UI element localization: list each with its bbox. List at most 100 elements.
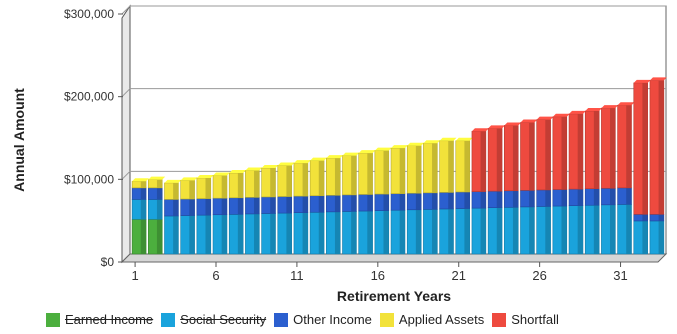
bar-cap-6 — [213, 172, 230, 176]
bar-cap-28 — [569, 110, 586, 114]
bar-shade-1-28 — [577, 205, 583, 254]
bar-shade-3-6 — [221, 175, 227, 199]
legend-item-applied-assets: Applied Assets — [379, 312, 484, 327]
bar-shade-2-25 — [529, 190, 535, 207]
bar-shade-1-17 — [399, 210, 405, 254]
bar-cap-9 — [261, 165, 279, 169]
bar-cap-14 — [342, 152, 360, 156]
x-tick-label-26: 26 — [532, 268, 546, 283]
bar-shade-1-2 — [156, 199, 163, 220]
bar-shade-4-29 — [593, 110, 600, 189]
bar-shade-2-24 — [512, 190, 519, 208]
bar-cap-19 — [423, 140, 441, 144]
bar-shade-1-1 — [140, 199, 147, 220]
bar-shade-3-4 — [189, 180, 195, 200]
bar-shade-1-30 — [610, 204, 616, 254]
bar-shade-1-20 — [448, 208, 454, 254]
bar-cap-27 — [552, 113, 570, 117]
bar-cap-22 — [471, 128, 489, 132]
bar-shade-4-31 — [626, 105, 632, 188]
bar-shade-2-10 — [286, 196, 292, 214]
bar-shade-1-23 — [496, 207, 503, 254]
bar-shade-2-5 — [205, 198, 211, 216]
bar-cap-4 — [180, 177, 198, 181]
bar-shade-2-2 — [156, 187, 163, 200]
bar-cap-25 — [520, 119, 538, 123]
bar-shade-2-19 — [432, 192, 438, 210]
bar-shade-1-25 — [529, 206, 535, 254]
bar-cap-26 — [536, 116, 554, 120]
bar-cap-17 — [391, 145, 408, 149]
bar-shade-3-2 — [156, 179, 163, 188]
bar-shade-1-11 — [302, 212, 308, 254]
x-axis-ticks: 1 6 11 16 21 26 31 — [131, 262, 628, 283]
bar-shade-4-33 — [658, 80, 664, 215]
gridline-side-3 — [121, 5, 131, 15]
bar-shade-2-9 — [270, 196, 276, 214]
bar-shade-1-3 — [173, 215, 179, 254]
bar-shade-0-1 — [140, 219, 147, 254]
bar-shade-2-15 — [367, 194, 373, 212]
bar-cap-7 — [229, 169, 247, 173]
bar-shade-1-22 — [480, 208, 486, 254]
legend-swatch — [161, 312, 176, 327]
x-tick-label-31: 31 — [613, 268, 627, 283]
bar-shade-3-9 — [270, 168, 276, 197]
bar-shade-4-24 — [512, 125, 519, 191]
bar-shade-1-7 — [237, 214, 244, 254]
bar-shade-2-11 — [302, 196, 308, 213]
legend-swatch — [274, 312, 289, 327]
bar-shade-3-13 — [334, 158, 341, 196]
y-axis-title: Annual Amount — [11, 88, 27, 192]
bar-cap-8 — [245, 167, 263, 171]
bar-cap-32 — [633, 79, 651, 83]
bar-shade-4-25 — [529, 122, 535, 191]
bar-shade-3-14 — [351, 155, 357, 195]
bar-cap-1 — [132, 178, 150, 182]
x-tick-label-1: 1 — [131, 268, 138, 283]
bar-shade-0-2 — [156, 219, 163, 254]
bar-shade-2-12 — [318, 195, 325, 213]
bar-shade-1-32 — [642, 220, 648, 254]
bar-shade-2-18 — [415, 193, 422, 210]
bar-shade-3-7 — [237, 172, 244, 198]
bar-cap-29 — [585, 107, 603, 111]
bar-shade-3-17 — [399, 148, 405, 194]
bar-shade-3-11 — [302, 163, 308, 197]
bar-cap-31 — [617, 102, 635, 106]
bar-shade-2-31 — [626, 187, 632, 205]
bar-shade-1-24 — [512, 207, 519, 254]
bar-shade-4-30 — [610, 108, 616, 189]
gridline-side-2 — [121, 88, 131, 98]
bar-cap-10 — [277, 162, 295, 166]
bar-cap-5 — [196, 174, 214, 178]
bar-shade-4-27 — [561, 116, 567, 190]
bar-shade-2-4 — [189, 199, 195, 216]
bar-cap-13 — [326, 155, 344, 159]
bar-shade-2-26 — [545, 189, 551, 207]
bar-shade-2-8 — [254, 197, 260, 214]
bar-cap-24 — [504, 122, 522, 126]
bar-shade-1-29 — [593, 205, 600, 254]
y-axis-ticks: $0 $100,000 $200,000 $300,000 — [64, 7, 123, 269]
bar-shade-1-13 — [334, 211, 341, 254]
bar-cap-2 — [148, 176, 166, 180]
bar-shade-1-5 — [205, 215, 211, 254]
bar-shade-2-17 — [399, 193, 405, 211]
legend-item-other-income: Other Income — [274, 312, 372, 327]
bar-shade-2-29 — [593, 188, 600, 206]
bar-shade-2-23 — [496, 191, 503, 208]
bar-cap-18 — [407, 142, 425, 146]
bar-shade-1-8 — [254, 213, 260, 254]
bar-cap-21 — [455, 137, 473, 141]
bar-shade-1-18 — [415, 209, 422, 254]
bar-shade-3-1 — [140, 181, 147, 188]
y-tick-label-0: $0 — [101, 255, 115, 269]
bar-shade-2-1 — [140, 187, 147, 200]
bar-shade-1-33 — [658, 220, 664, 254]
legend-item-social-security: Social Security — [161, 312, 266, 327]
bar-shade-2-7 — [237, 197, 244, 215]
legend-item-earned-income: Earned Income — [46, 312, 153, 327]
bar-cap-12 — [310, 157, 328, 161]
